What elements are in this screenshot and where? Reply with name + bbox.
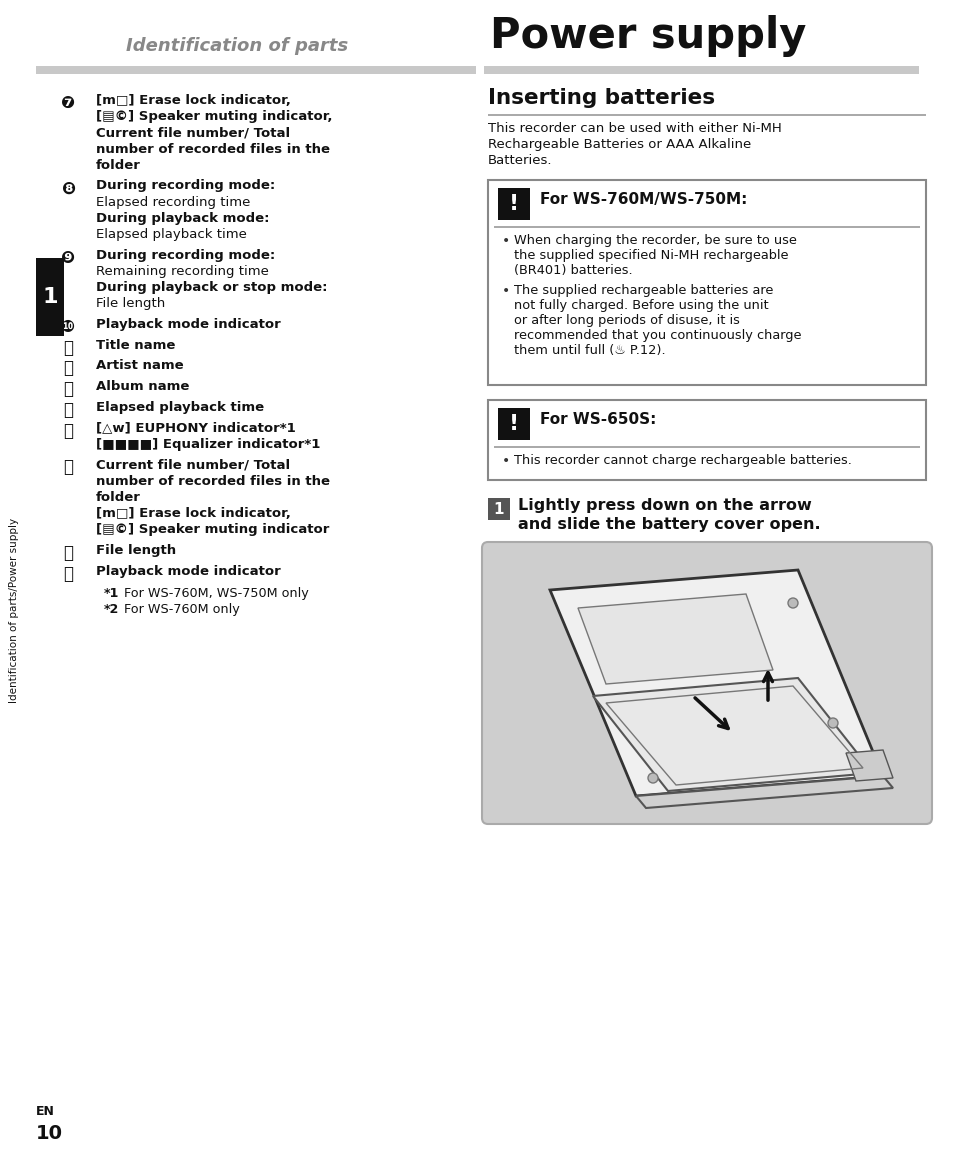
Bar — [488, 113, 925, 116]
Text: ❾: ❾ — [61, 249, 75, 266]
Text: For WS-760M only: For WS-760M only — [120, 603, 239, 616]
Text: Power supply: Power supply — [490, 15, 805, 57]
Text: Current file number/ Total: Current file number/ Total — [96, 126, 290, 139]
Text: 10: 10 — [36, 1124, 63, 1143]
Text: Album name: Album name — [96, 380, 190, 394]
Text: them until full (♨ P.12).: them until full (♨ P.12). — [514, 344, 665, 357]
Text: File length: File length — [96, 544, 176, 557]
Text: During recording mode:: During recording mode: — [96, 249, 275, 262]
Bar — [36, 66, 476, 74]
Text: (BR401) batteries.: (BR401) batteries. — [514, 264, 632, 277]
Text: 1: 1 — [494, 501, 504, 516]
Bar — [494, 446, 919, 447]
Polygon shape — [845, 750, 892, 780]
Text: During playback or stop mode:: During playback or stop mode: — [96, 281, 327, 294]
Text: ⓰: ⓰ — [63, 459, 73, 476]
FancyBboxPatch shape — [481, 542, 931, 824]
Text: *2: *2 — [104, 603, 119, 616]
Bar — [483, 66, 918, 74]
Text: the supplied specified Ni-MH rechargeable: the supplied specified Ni-MH rechargeabl… — [514, 249, 788, 262]
Bar — [488, 179, 925, 384]
Text: ❿: ❿ — [61, 318, 75, 336]
Text: 1: 1 — [42, 287, 58, 307]
Text: When charging the recorder, be sure to use: When charging the recorder, be sure to u… — [514, 234, 796, 247]
Text: ⓯: ⓯ — [63, 422, 73, 440]
Text: During playback mode:: During playback mode: — [96, 212, 269, 225]
Text: [m□] Erase lock indicator,: [m□] Erase lock indicator, — [96, 94, 291, 107]
Text: Current file number/ Total: Current file number/ Total — [96, 459, 290, 471]
Text: For WS-760M, WS-750M only: For WS-760M, WS-750M only — [120, 587, 309, 600]
Bar — [488, 400, 925, 481]
Text: Artist name: Artist name — [96, 359, 183, 373]
Polygon shape — [593, 677, 872, 791]
Text: *1: *1 — [104, 587, 119, 600]
Bar — [497, 408, 530, 440]
Bar — [494, 226, 919, 227]
Text: number of recorded files in the: number of recorded files in the — [96, 475, 330, 488]
Text: not fully charged. Before using the unit: not fully charged. Before using the unit — [514, 299, 768, 312]
Polygon shape — [550, 570, 882, 796]
Circle shape — [647, 774, 658, 783]
Text: [■■■■] Equalizer indicator*1: [■■■■] Equalizer indicator*1 — [96, 438, 320, 450]
Text: Identification of parts: Identification of parts — [126, 37, 348, 54]
Text: During recording mode:: During recording mode: — [96, 179, 275, 192]
Text: •: • — [501, 454, 510, 468]
Text: Batteries.: Batteries. — [488, 154, 552, 167]
Text: number of recorded files in the: number of recorded files in the — [96, 142, 330, 155]
Text: Inserting batteries: Inserting batteries — [488, 88, 715, 108]
Text: ❽: ❽ — [61, 179, 75, 198]
Text: Elapsed playback time: Elapsed playback time — [96, 401, 264, 413]
Text: Rechargeable Batteries or AAA Alkaline: Rechargeable Batteries or AAA Alkaline — [488, 138, 750, 151]
Text: Playback mode indicator: Playback mode indicator — [96, 565, 280, 578]
Text: Playback mode indicator: Playback mode indicator — [96, 318, 280, 331]
Text: [▤©] Speaker muting indicator,: [▤©] Speaker muting indicator, — [96, 110, 333, 123]
Text: [△w] EUPHONY indicator*1: [△w] EUPHONY indicator*1 — [96, 422, 295, 434]
Text: !: ! — [508, 415, 518, 434]
Circle shape — [787, 598, 797, 608]
Text: ⓬: ⓬ — [63, 359, 73, 378]
Bar — [497, 188, 530, 220]
Text: and slide the battery cover open.: and slide the battery cover open. — [517, 516, 820, 532]
Bar — [36, 258, 64, 336]
Text: folder: folder — [96, 159, 141, 171]
Text: •: • — [501, 234, 510, 248]
Polygon shape — [636, 776, 892, 808]
Text: recommended that you continuously charge: recommended that you continuously charge — [514, 329, 801, 342]
Text: Identification of parts/Power supply: Identification of parts/Power supply — [9, 518, 19, 703]
Text: File length: File length — [96, 298, 165, 310]
Text: ⓫: ⓫ — [63, 339, 73, 357]
Bar — [488, 498, 510, 520]
Text: This recorder cannot charge rechargeable batteries.: This recorder cannot charge rechargeable… — [514, 454, 851, 467]
Text: •: • — [501, 284, 510, 298]
Text: For WS-650S:: For WS-650S: — [539, 412, 656, 427]
Polygon shape — [578, 594, 772, 684]
Text: ⓲: ⓲ — [63, 565, 73, 582]
Circle shape — [827, 718, 837, 728]
Text: For WS-760M/WS-750M:: For WS-760M/WS-750M: — [539, 192, 746, 207]
Text: folder: folder — [96, 491, 141, 504]
Text: Remaining recording time: Remaining recording time — [96, 265, 269, 278]
Text: ⓮: ⓮ — [63, 401, 73, 419]
Text: Lightly press down on the arrow: Lightly press down on the arrow — [517, 498, 811, 513]
Text: This recorder can be used with either Ni-MH: This recorder can be used with either Ni… — [488, 122, 781, 135]
Text: ❼: ❼ — [61, 94, 75, 112]
Text: [▤©] Speaker muting indicator: [▤©] Speaker muting indicator — [96, 523, 329, 536]
Text: Title name: Title name — [96, 339, 175, 352]
Text: [m□] Erase lock indicator,: [m□] Erase lock indicator, — [96, 507, 291, 520]
Text: The supplied rechargeable batteries are: The supplied rechargeable batteries are — [514, 284, 773, 296]
Text: !: ! — [508, 195, 518, 214]
Text: EN: EN — [36, 1105, 55, 1117]
Text: ⓭: ⓭ — [63, 380, 73, 398]
Text: ⓱: ⓱ — [63, 544, 73, 562]
Text: Elapsed recording time: Elapsed recording time — [96, 196, 250, 208]
Text: or after long periods of disuse, it is: or after long periods of disuse, it is — [514, 314, 740, 327]
Text: Elapsed playback time: Elapsed playback time — [96, 228, 247, 241]
